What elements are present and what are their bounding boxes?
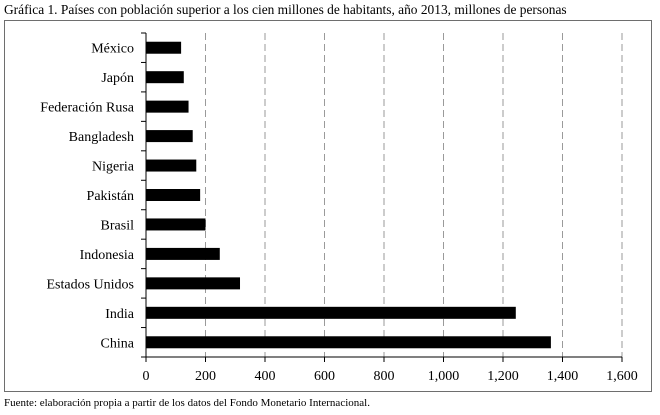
chart-title: Gráfica 1. Países con población superior… — [4, 2, 567, 17]
bar — [146, 277, 241, 290]
category-label: Bangladesh — [69, 130, 134, 145]
category-label: Federación Rusa — [40, 101, 134, 116]
bar — [146, 306, 516, 319]
category-label: Pakistán — [87, 189, 134, 204]
category-label: India — [105, 307, 135, 322]
x-tick-label: 600 — [314, 369, 335, 384]
x-tick-label: 1,000 — [428, 369, 460, 384]
category-label: Indonesia — [80, 248, 135, 263]
category-label: Japón — [101, 71, 134, 86]
source-note: Fuente: elaboración propia a partir de l… — [4, 397, 370, 409]
x-tick-label: 0 — [143, 369, 150, 384]
x-tick-label: 400 — [255, 369, 276, 384]
category-label: China — [101, 336, 135, 351]
bar — [146, 247, 220, 260]
chart-frame — [4, 20, 652, 392]
x-tick-label: 800 — [374, 369, 395, 384]
bar — [146, 100, 189, 113]
x-tick-label: 1,600 — [606, 369, 638, 384]
category-label: Nigeria — [92, 160, 135, 175]
bar — [146, 159, 197, 172]
x-tick-label: 200 — [195, 369, 216, 384]
bar — [146, 218, 206, 231]
bar — [146, 71, 184, 84]
category-label: México — [91, 42, 134, 57]
bar — [146, 130, 193, 143]
x-tick-label: 1,200 — [487, 369, 519, 384]
bar — [146, 189, 201, 201]
bar — [146, 336, 551, 349]
category-label: Estados Unidos — [47, 277, 135, 292]
bar — [146, 41, 182, 54]
category-label: Brasil — [101, 218, 135, 233]
x-tick-label: 1,400 — [547, 369, 579, 384]
